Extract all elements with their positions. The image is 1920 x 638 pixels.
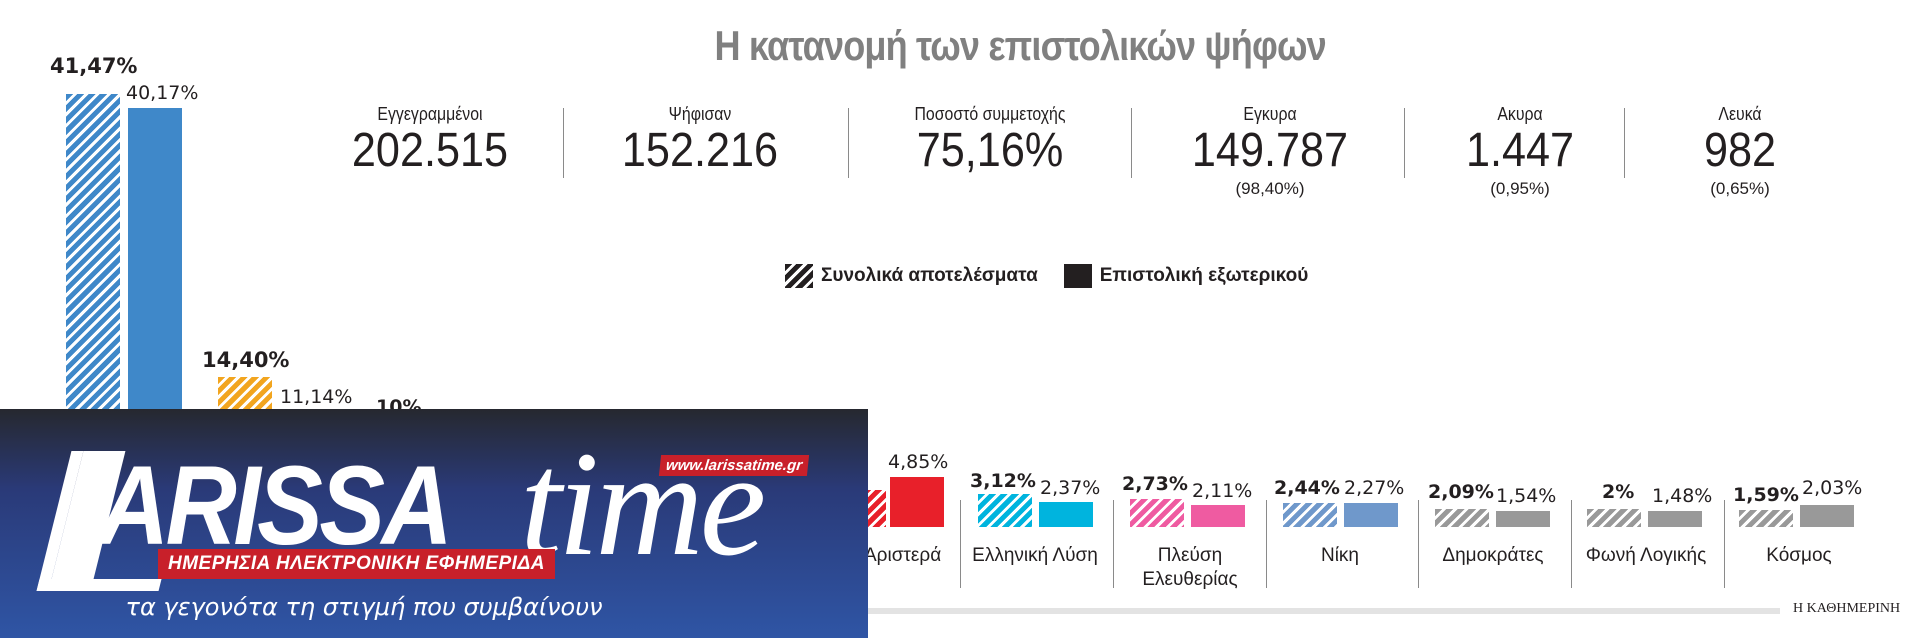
legend-label: Επιστολική εξωτερικού <box>1099 265 1309 286</box>
party-divider <box>1266 500 1267 588</box>
stat-voted: Ψήφισαν 152.216 <box>600 104 800 175</box>
banner-subtitle: ΗΜΕΡΗΣΙΑ ΗΛΕΚΤΡΟΝΙΚΗ ΕΦΗΜΕΡΙΔΑ <box>158 549 555 579</box>
bar-total-kosmos <box>1739 510 1793 527</box>
pct-postal: 4,85% <box>888 451 949 473</box>
solid-swatch-icon <box>1063 264 1092 288</box>
hatched-swatch-icon <box>785 264 813 288</box>
pct-total: 3,12% <box>970 470 1036 492</box>
logo-text: ARISSA <box>98 443 453 568</box>
pct-postal: 2,11% <box>1192 480 1253 502</box>
stat-blank: Λευκά 982 (0,65%) <box>1660 104 1820 199</box>
stat-sub: (0,95%) <box>1490 179 1550 198</box>
party-name: Δημοκράτες <box>1442 545 1544 566</box>
legend-label: Συνολικά αποτελέσματα <box>821 265 1038 286</box>
stat-divider <box>848 108 849 178</box>
pct-total: 2,44% <box>1274 477 1340 499</box>
pct-total: 41,47% <box>50 54 138 78</box>
party-name: Νίκη <box>1320 545 1359 566</box>
stat-label: Ψήφισαν <box>668 104 732 124</box>
pct-postal: 2,03% <box>1802 477 1863 499</box>
bar-total-elliniki-lysi <box>978 494 1032 527</box>
legend-item-hatched: Συνολικά αποτελέσματα <box>785 264 1038 288</box>
bar-postal-dimokrates <box>1496 511 1550 527</box>
pct-postal: 40,17% <box>126 82 199 104</box>
banner-url[interactable]: www.larissatime.gr <box>658 455 810 476</box>
stat-divider <box>563 108 564 178</box>
stat-sub: (98,40%) <box>1235 179 1305 198</box>
bar-total-foni-logikis <box>1587 509 1641 527</box>
party-name: Αριστερά <box>864 545 942 566</box>
stat-value: 75,16% <box>916 124 1064 177</box>
bar-total-dimokrates <box>1435 509 1489 527</box>
stat-value: 982 <box>1703 124 1777 177</box>
party-divider <box>960 500 961 588</box>
legend: Συνολικά αποτελέσματα Επιστολική εξωτερι… <box>785 264 1334 288</box>
stat-value: 1.447 <box>1465 124 1575 177</box>
stat-invalid: Ακυρα 1.447 (0,95%) <box>1430 104 1610 199</box>
party-divider <box>1724 500 1725 588</box>
bar-postal-foni-logikis <box>1648 511 1702 527</box>
pct-total: 2,73% <box>1122 473 1188 495</box>
stat-label: Ακυρα <box>1497 104 1543 124</box>
stat-label: Εγκυρα <box>1243 104 1297 124</box>
stat-label: Λευκά <box>1718 104 1762 124</box>
pct-total: 2,09% <box>1428 481 1494 503</box>
bar-postal-niki <box>1344 503 1398 527</box>
stat-divider <box>1131 108 1132 178</box>
logo-time-text: time <box>520 421 766 587</box>
pct-postal: 1,54% <box>1496 485 1557 507</box>
party-name: Πλεύση Ελευθερίας <box>1142 545 1238 590</box>
stat-registered: Εγγεγραμμένοι 202.515 <box>330 104 530 175</box>
party-name: Ελληνική Λύση <box>972 545 1098 566</box>
stat-divider <box>1404 108 1405 178</box>
footer-rule <box>860 608 1780 614</box>
pct-postal: 2,37% <box>1040 477 1101 499</box>
party-divider <box>1113 500 1114 588</box>
pct-total: 1,59% <box>1733 484 1799 506</box>
bar-total-nea-aristera <box>864 490 886 527</box>
stat-label: Ποσοστό συμμετοχής <box>914 104 1066 124</box>
pct-postal: 1,48% <box>1652 485 1713 507</box>
banner-tagline: τα γεγονότα τη στιγμή που συμβαίνουν <box>125 593 603 621</box>
party-divider <box>1418 500 1419 588</box>
stat-divider <box>1624 108 1625 178</box>
legend-item-solid: Επιστολική εξωτερικού <box>1063 264 1309 288</box>
pct-total: 2% <box>1602 481 1635 503</box>
party-name: Φωνή Λογικής <box>1585 545 1707 566</box>
party-name: Κόσμος <box>1766 545 1832 566</box>
bar-postal-plefsi <box>1191 505 1245 527</box>
stat-label: Εγγεγραμμένοι <box>377 104 483 124</box>
larissatime-banner-overlay[interactable]: ARISSA time www.larissatime.gr ΗΜΕΡΗΣΙΑ … <box>0 409 868 638</box>
bar-postal-elliniki-lysi <box>1039 502 1093 527</box>
stat-turnout: Ποσοστό συμμετοχής 75,16% <box>870 104 1110 175</box>
chart-title: Η κατανομή των επιστολικών ψήφων <box>714 22 1327 69</box>
party-divider <box>1571 500 1572 588</box>
stat-value: 149.787 <box>1191 124 1349 177</box>
bar-postal-nea-aristera <box>890 477 944 527</box>
bar-postal-kosmos <box>1800 505 1854 527</box>
stat-sub: (0,65%) <box>1710 179 1770 198</box>
bar-total-plefsi <box>1130 499 1184 527</box>
pct-postal: 11,14% <box>280 386 353 408</box>
pct-postal: 2,27% <box>1344 477 1405 499</box>
source-credit: Η ΚΑΘΗΜΕΡΙΝΗ <box>1793 601 1901 616</box>
bar-total-niki <box>1283 503 1337 527</box>
stat-value: 152.216 <box>621 124 779 177</box>
stat-valid: Εγκυρα 149.787 (98,40%) <box>1160 104 1380 199</box>
pct-total: 14,40% <box>202 348 290 372</box>
stat-value: 202.515 <box>351 124 509 177</box>
